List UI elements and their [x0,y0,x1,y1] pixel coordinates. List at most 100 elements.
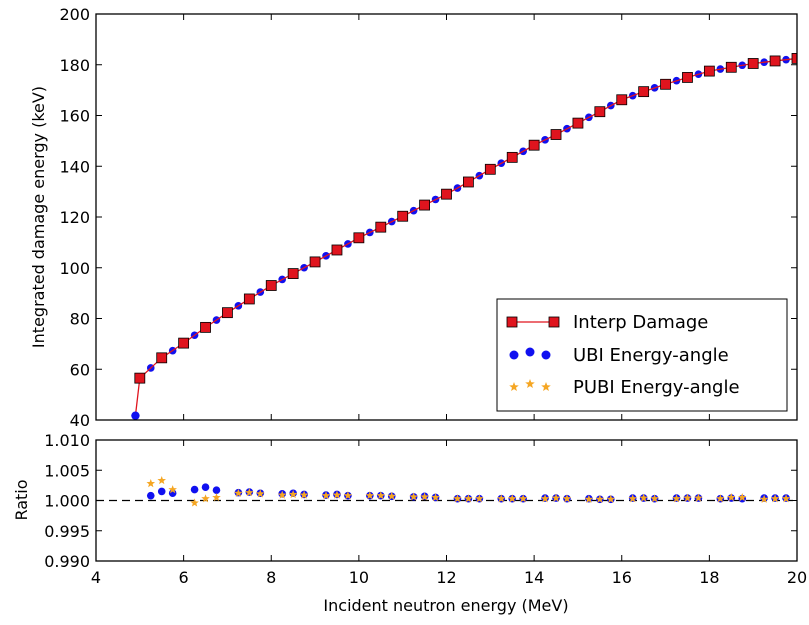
ratio-pubi-point [201,494,210,503]
ratio-pubi-point [672,494,681,503]
ratio-ubi-point [212,486,221,495]
ratio-pubi-point [759,494,769,503]
x-tick-label: 10 [349,568,369,587]
y-tick-label: 100 [59,259,90,278]
interp-damage-point [638,86,650,98]
y-tick-label: 60 [70,360,90,379]
ratio-pubi-point [453,494,462,503]
interp-damage-point [375,221,387,233]
ratio-pubi-point [518,494,528,503]
ratio-pubi-point [606,494,616,503]
top-panel-series [131,53,797,420]
ratio-pubi-point [595,494,605,503]
legend-marker-interp-damage [548,316,560,328]
ratio-pubi-point [781,494,791,503]
ratio-ubi-point [201,483,210,491]
ratio-pubi-point [650,494,659,503]
bottom-panel-series [146,476,791,507]
ratio-pubi-point [420,492,429,501]
interp-damage-point [397,210,409,222]
ubi-point [131,411,140,420]
x-tick-label: 12 [436,568,456,587]
legend-marker-pubi [509,382,519,392]
ratio-pubi-point [694,493,703,502]
ratio-pubi-point [475,494,484,503]
ratio-ubi-point [157,487,166,496]
interp-damage-point [222,307,233,319]
ratio-ubi-point [146,491,155,500]
ratio-pubi-point [157,476,166,485]
ratio-pubi-point [727,492,736,502]
ratio-pubi-point [146,479,156,488]
top-panel-ticks: 40 60 80 100 120 140 160 180 200 [59,5,798,430]
interp-damage-point [331,244,343,256]
legend-marker-ubi [525,347,535,357]
legend-label-ubi: UBI Energy-angle [573,345,729,366]
legend-entry-interp-damage: Interp Damage [506,312,708,333]
legend-entry-ubi: UBI Energy-angle [509,345,729,366]
y-tick-label: 200 [59,5,90,24]
interp-damage-point [506,151,518,163]
legend-marker-pubi [541,382,551,392]
ratio-pubi-point [639,493,648,502]
ratio-pubi-point [540,494,550,503]
ratio-pubi-point [234,488,243,497]
legend-entry-pubi: PUBI Energy-angle [509,377,740,398]
ratio-panel: 4 6 8 10 12 14 16 18 20 0.990 0.995 1.000 1.005 1.010… [12,431,807,615]
interp-damage-point [287,268,299,279]
bottom-panel-ticks: 4 6 8 10 12 14 16 18 20 0.990 0.995 1.000 1.005 1.010 [44,431,807,587]
ratio-pubi-point [431,492,440,502]
ratio-pubi-point [376,491,386,500]
y-tick-label: 0.995 [44,522,90,541]
ratio-pubi-point [168,485,177,494]
y-tick-label: 0.990 [44,552,90,571]
interp-damage-point [200,321,211,333]
legend-marker-interp-damage [506,316,518,328]
ratio-pubi-point [409,492,418,501]
interp-damage-point [682,72,693,83]
x-tick-label: 18 [699,568,719,587]
bottom-panel-frame [95,439,798,562]
interp-damage-point [484,163,496,175]
ratio-pubi-point [365,491,375,500]
interp-damage-point [616,94,628,106]
legend-marker-pubi [525,379,535,389]
ratio-ubi-point [190,485,199,494]
y-tick-label: 80 [70,310,90,329]
y-tick-label: 40 [70,411,90,430]
interp-damage-point [419,199,430,211]
x-tick-label: 8 [266,568,276,587]
ratio-pubi-point [737,492,747,502]
x-tick-label: 16 [612,568,632,587]
x-tick-label: 14 [524,568,544,587]
interp-damage-point [265,280,277,291]
ratio-pubi-point [277,490,287,499]
interp-damage-point [550,129,562,140]
interp-damage-point [528,139,540,151]
ratio-pubi-point [343,491,353,500]
x-tick-label: 6 [179,568,189,587]
legend-marker-ubi [509,350,519,360]
legend: Interp Damage UBI Energy-angle PUBI Ener… [496,298,788,412]
top-panel-frame [95,13,798,421]
x-tick-label: 4 [91,568,101,587]
y-tick-label: 1.005 [44,461,90,480]
interp-damage-point [441,188,452,200]
ratio-pubi-point [321,491,331,500]
y-tick-label: 140 [59,157,90,176]
top-panel-y-axis-label: Integrated damage energy (keV) [29,86,48,348]
x-tick-label: 20 [787,568,807,587]
ratio-pubi-point [584,494,594,503]
interp-damage-point [703,65,715,77]
ratio-pubi-point [683,493,692,502]
interp-damage-point [660,78,671,90]
damage-energy-panel: 40 60 80 100 120 140 160 180 200 Integrated dama… [29,5,798,430]
ratio-pubi-point [628,494,637,503]
interp-damage-point [463,176,474,188]
y-tick-label: 180 [59,56,90,75]
legend-label-interp-damage: Interp Damage [573,312,708,333]
y-tick-label: 160 [59,107,90,126]
interp-damage-point [725,61,737,73]
